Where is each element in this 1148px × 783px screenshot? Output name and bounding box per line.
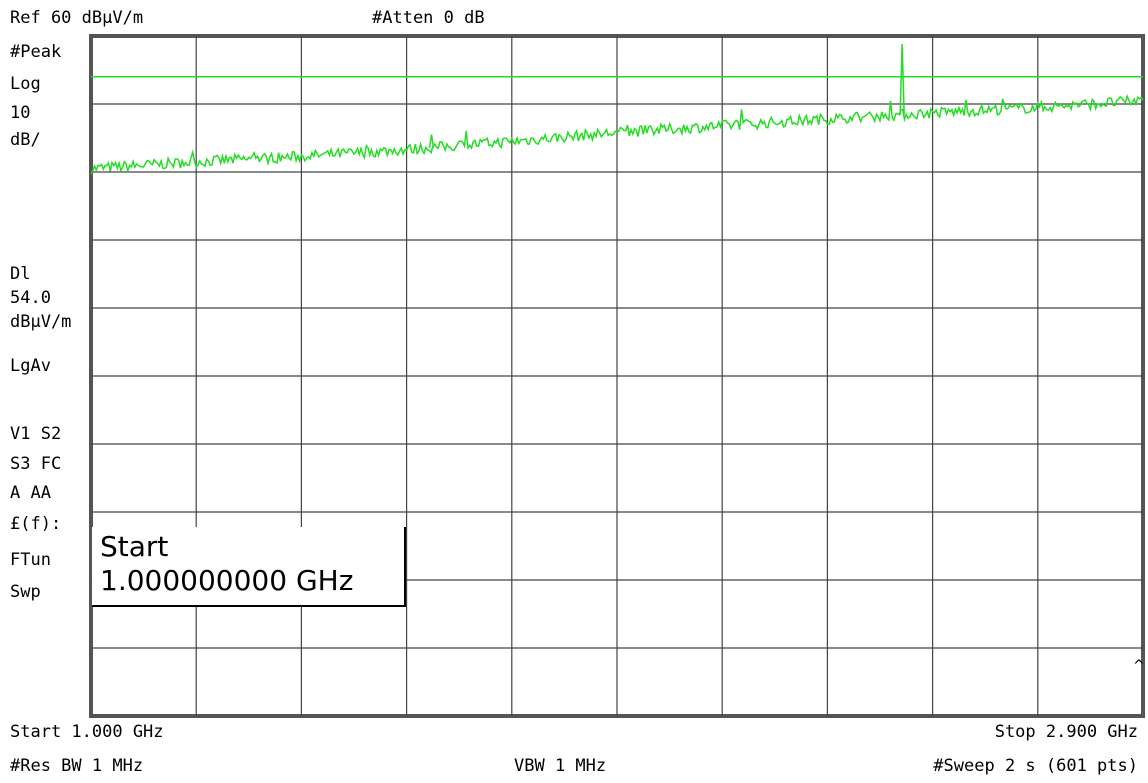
scale-type: Log [10,74,41,94]
stop-frequency: Stop 2.900 GHz [994,722,1138,742]
avg-mode: LgAv [10,356,51,376]
trace-flags-row2: S3 FC [10,454,62,474]
display-line-label: Dl [10,264,31,284]
resolution-bandwidth: #Res BW 1 MHz [10,756,144,776]
trace-spike [899,44,905,115]
display-line-unit: dBμV/m [10,312,72,332]
ref-level: Ref 60 dBμV/m [10,8,144,28]
start-frequency: Start 1.000 GHz [10,722,164,742]
trace-flags-row3: A AA [10,483,51,503]
graticule-grid [91,36,1143,716]
display-line-value: 54.0 [10,288,51,308]
active-function-label: Start [100,530,169,563]
scale-value: 10 [10,103,31,123]
attenuation: #Atten 0 dB [372,8,485,28]
swp-label: Swp [10,582,41,602]
ftun-label: FTun [10,550,51,570]
video-bandwidth: VBW 1 MHz [514,756,607,776]
trace-spikes [428,44,905,148]
trace-spike [428,134,435,148]
active-function-value: 1.000000000 GHz [100,564,354,597]
trace-flags-row1: V1 S2 [10,424,62,444]
sweep-time: #Sweep 2 s (601 pts) [933,756,1138,776]
trace-1 [90,94,1144,175]
active-function-box: Start 1.000000000 GHz [92,527,406,607]
detector-label: #Peak [10,42,62,62]
scale-unit: dB/ [10,130,41,150]
correction-label: £(f): [10,514,62,534]
scroll-caret: ^ [1133,658,1145,674]
